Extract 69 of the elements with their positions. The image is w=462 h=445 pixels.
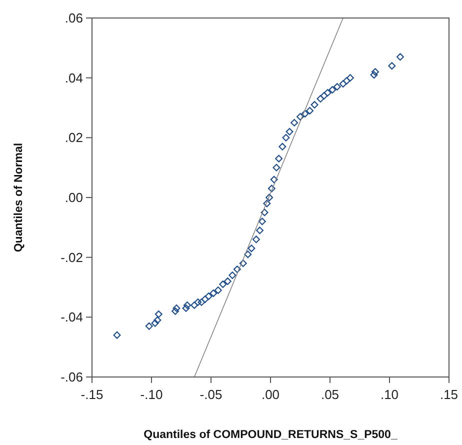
y-tick-label: -.02 [60,250,83,265]
point [316,95,324,103]
point [339,80,347,88]
point [290,118,298,126]
point [296,112,304,120]
point [263,200,271,208]
y-tick-label: -.06 [60,370,83,384]
point [320,92,328,100]
x-tick-label: .00 [261,387,280,402]
point [324,89,332,97]
point [194,298,202,306]
x-axis-title: Quantiles of COMPOUND_RETURNS_S_P500_ [144,429,398,441]
point [228,272,236,280]
point [256,226,264,234]
point [275,154,283,162]
point [244,250,252,258]
y-tick-label: .04 [64,70,83,86]
point [182,304,190,312]
point [154,316,162,324]
x-tick-label: .05 [320,387,340,402]
x-tick-label: -.05 [200,387,222,402]
y-tick-label: .02 [64,130,83,146]
point [301,110,309,118]
point [239,260,247,268]
point [233,266,241,274]
point [201,295,209,303]
point [306,106,314,114]
y-tick-label: .00 [64,190,83,205]
point [270,176,278,184]
point [260,208,268,216]
x-tick-label: -.15 [80,387,104,402]
x-tick-label: -.10 [140,387,163,402]
point [278,142,286,150]
x-tick-label: .15 [440,387,458,402]
point [286,128,294,136]
point [268,184,276,192]
point [342,77,350,85]
point [219,280,227,288]
point [204,292,212,300]
point [328,86,336,94]
point [282,134,290,142]
point [258,218,266,226]
point [172,304,180,312]
y-tick-label: .06 [64,10,83,26]
point [388,62,396,70]
point [272,164,280,172]
point [190,301,198,309]
x-tick-label: .10 [380,387,399,402]
point [370,71,378,79]
point [346,74,354,82]
point [371,68,379,76]
point [198,298,206,306]
y-axis-title: Quantiles of Normal [13,142,25,252]
point [214,286,222,294]
y-tick-label: -.04 [60,310,83,325]
point [396,53,404,61]
point [113,331,121,339]
point [145,322,153,330]
point [183,301,191,309]
point [151,319,159,327]
point [172,307,180,315]
point [248,244,256,252]
point [266,194,274,202]
point [310,101,318,109]
point [333,83,341,91]
point [210,289,218,297]
point [224,278,232,286]
point [154,310,162,318]
point [252,236,260,244]
